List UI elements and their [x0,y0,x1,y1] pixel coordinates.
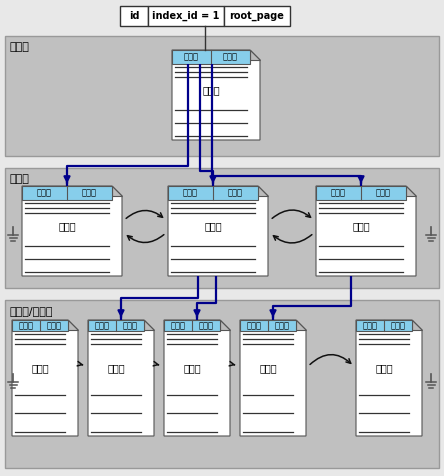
Polygon shape [68,320,78,330]
FancyBboxPatch shape [5,36,439,156]
Text: 下一页: 下一页 [223,52,238,61]
FancyBboxPatch shape [164,320,220,331]
FancyBboxPatch shape [172,50,250,64]
Text: 数据行: 数据行 [31,363,49,373]
Polygon shape [112,186,122,196]
Text: 上一页: 上一页 [170,321,186,330]
FancyBboxPatch shape [356,320,412,331]
FancyBboxPatch shape [224,6,290,26]
Text: index_id = 1: index_id = 1 [152,11,220,21]
Polygon shape [250,50,260,60]
Text: 索引行: 索引行 [204,222,222,232]
Text: 上一页: 上一页 [37,188,52,198]
FancyBboxPatch shape [5,300,439,468]
Polygon shape [220,320,230,330]
FancyBboxPatch shape [168,186,258,200]
Text: 上一页: 上一页 [246,321,262,330]
Text: 索引行: 索引行 [352,222,370,232]
Text: 下一页: 下一页 [391,321,405,330]
Polygon shape [296,320,306,330]
Text: 索引行: 索引行 [202,86,220,96]
Text: 叶节点/数据页: 叶节点/数据页 [9,306,52,316]
Text: 下一页: 下一页 [274,321,289,330]
Text: 数据行: 数据行 [375,363,393,373]
FancyBboxPatch shape [12,320,68,331]
Polygon shape [240,320,306,436]
Polygon shape [356,320,422,436]
Text: 上一页: 上一页 [184,52,199,61]
FancyBboxPatch shape [316,186,406,200]
Text: 索引行: 索引行 [58,222,76,232]
Text: 下一页: 下一页 [198,321,214,330]
Polygon shape [12,320,78,436]
FancyBboxPatch shape [148,6,224,26]
Text: root_page: root_page [230,11,285,21]
FancyBboxPatch shape [240,320,296,331]
Polygon shape [144,320,154,330]
Polygon shape [88,320,154,436]
Text: 数据行: 数据行 [259,363,277,373]
Text: 上一页: 上一页 [95,321,110,330]
Text: 中间级: 中间级 [9,174,29,184]
Text: id: id [129,11,139,21]
Text: 根节点: 根节点 [9,42,29,52]
Polygon shape [316,186,416,276]
Text: 下一页: 下一页 [123,321,138,330]
Polygon shape [172,50,260,140]
Text: 下一页: 下一页 [376,188,391,198]
Text: 上一页: 上一页 [183,188,198,198]
Polygon shape [168,186,268,276]
Text: 数据行: 数据行 [107,363,125,373]
Text: 上一页: 上一页 [362,321,377,330]
FancyBboxPatch shape [88,320,144,331]
FancyBboxPatch shape [5,168,439,288]
Polygon shape [406,186,416,196]
FancyBboxPatch shape [22,186,112,200]
Text: 下一页: 下一页 [47,321,62,330]
Polygon shape [412,320,422,330]
Text: 下一页: 下一页 [82,188,97,198]
FancyBboxPatch shape [120,6,148,26]
Text: 上一页: 上一页 [331,188,346,198]
Polygon shape [22,186,122,276]
Polygon shape [164,320,230,436]
Text: 上一页: 上一页 [19,321,33,330]
Text: 数据行: 数据行 [183,363,201,373]
Polygon shape [258,186,268,196]
Text: 下一页: 下一页 [228,188,243,198]
